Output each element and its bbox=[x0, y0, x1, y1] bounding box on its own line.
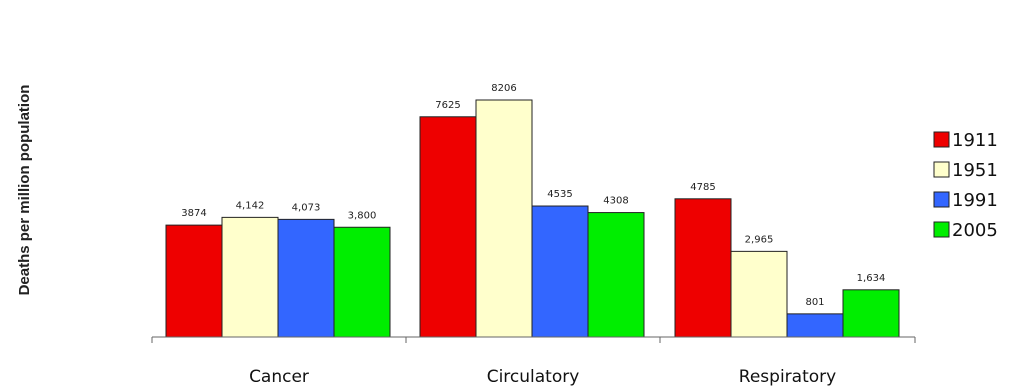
value-label-respiratory-1991: 801 bbox=[805, 297, 824, 308]
value-label-circulatory-1911: 7625 bbox=[435, 100, 460, 111]
value-label-circulatory-1951: 8206 bbox=[491, 83, 516, 94]
value-label-cancer-1951: 4,142 bbox=[236, 200, 265, 211]
bar-respiratory-2005 bbox=[843, 290, 899, 337]
category-label-circulatory: Circulatory bbox=[487, 367, 580, 387]
bar-circulatory-1911 bbox=[420, 117, 476, 337]
legend-label-1911: 1911 bbox=[952, 130, 998, 151]
bar-circulatory-1951 bbox=[476, 100, 532, 337]
legend-swatch-2005 bbox=[934, 222, 949, 237]
legend-label-2005: 2005 bbox=[952, 220, 998, 241]
legend: 1911 1951 1991 2005 bbox=[934, 130, 998, 241]
bar-respiratory-1991 bbox=[787, 314, 843, 337]
legend-label-1951: 1951 bbox=[952, 160, 998, 181]
category-labels-group: Cancer Circulatory Respiratory bbox=[249, 367, 836, 387]
legend-swatch-1951 bbox=[934, 162, 949, 177]
bar-respiratory-1911 bbox=[675, 199, 731, 337]
value-label-cancer-2005: 3,800 bbox=[348, 210, 377, 221]
value-label-cancer-1991: 4,073 bbox=[292, 202, 321, 213]
bar-cancer-2005 bbox=[334, 227, 390, 337]
bars-group bbox=[166, 100, 899, 337]
bar-cancer-1951 bbox=[222, 217, 278, 337]
y-axis-label: Deaths per million population bbox=[16, 85, 33, 296]
category-label-cancer: Cancer bbox=[249, 367, 309, 387]
value-label-respiratory-1911: 4785 bbox=[690, 182, 715, 193]
legend-swatch-1991 bbox=[934, 192, 949, 207]
legend-label-1991: 1991 bbox=[952, 190, 998, 211]
bar-circulatory-1991 bbox=[532, 206, 588, 337]
value-label-respiratory-1951: 2,965 bbox=[745, 234, 774, 245]
value-label-circulatory-1991: 4535 bbox=[547, 189, 572, 200]
value-label-cancer-1911: 3874 bbox=[181, 208, 206, 219]
legend-swatch-1911 bbox=[934, 132, 949, 147]
bar-cancer-1911 bbox=[166, 225, 222, 337]
value-label-circulatory-2005: 4308 bbox=[603, 196, 628, 207]
bar-respiratory-1951 bbox=[731, 251, 787, 337]
bar-cancer-1991 bbox=[278, 219, 334, 337]
x-axis-ticks bbox=[152, 337, 915, 343]
value-label-respiratory-2005: 1,634 bbox=[857, 273, 886, 284]
category-label-respiratory: Respiratory bbox=[739, 367, 836, 387]
bar-circulatory-2005 bbox=[588, 213, 644, 337]
